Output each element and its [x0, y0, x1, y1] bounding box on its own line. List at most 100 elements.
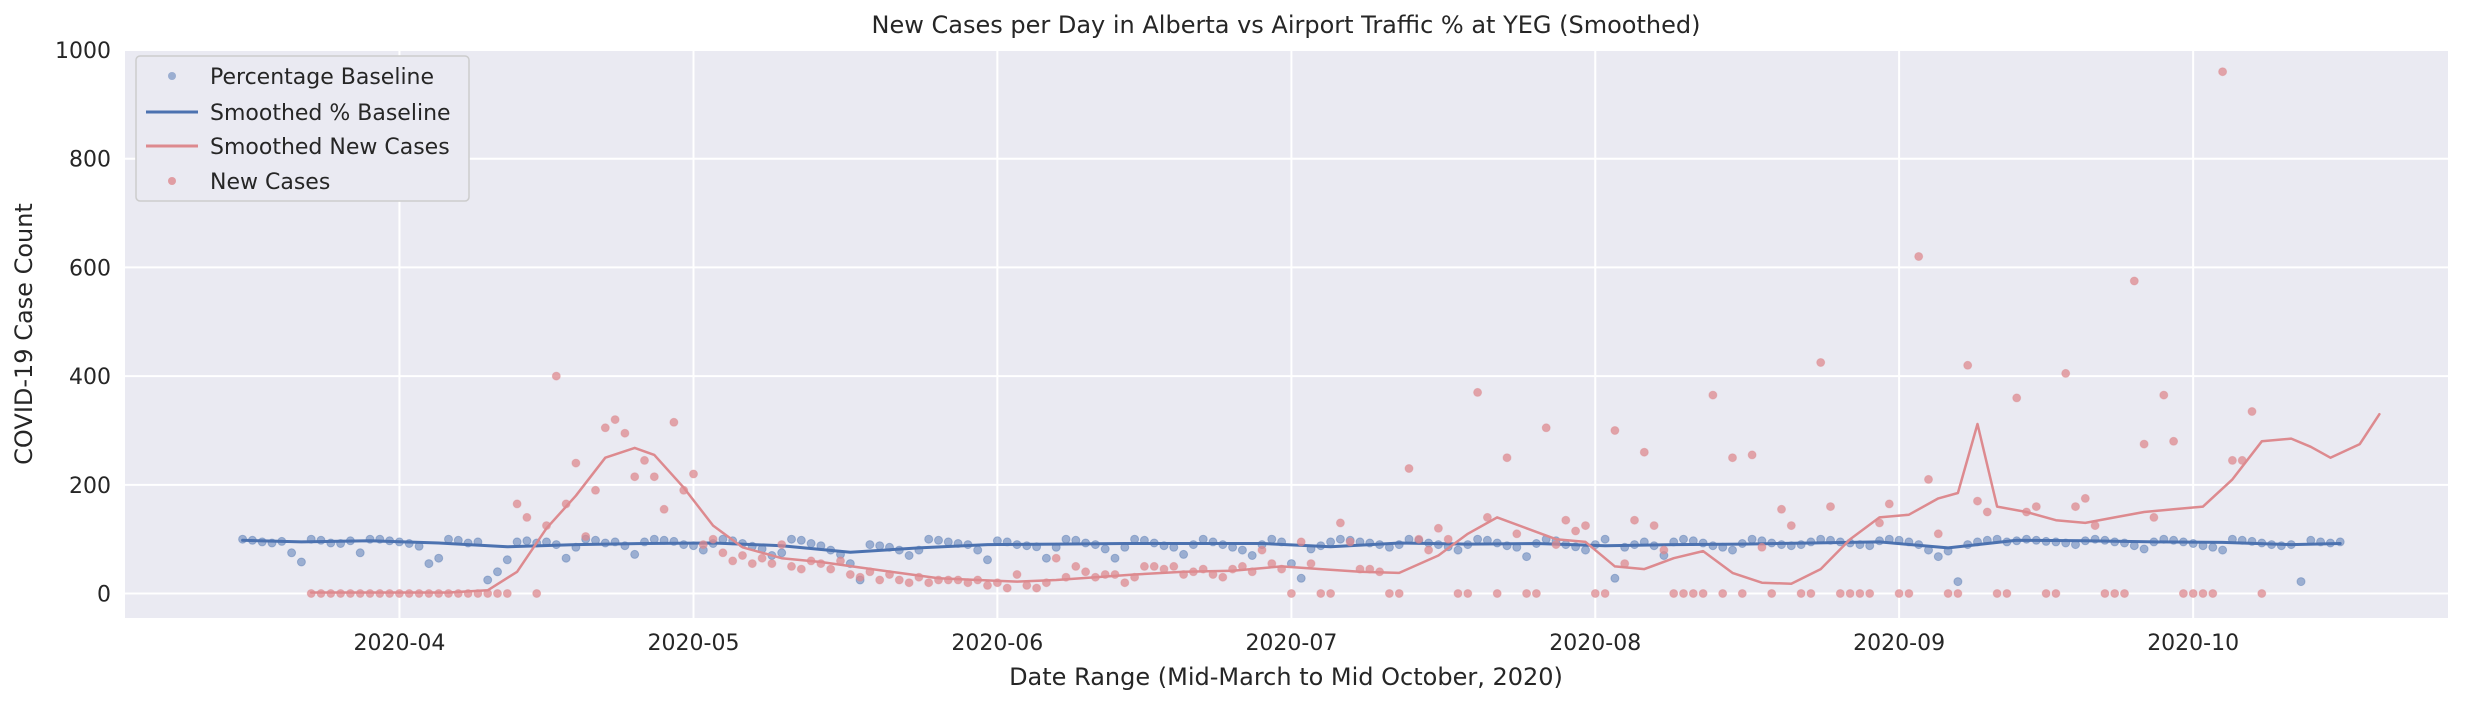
- data-point: [1463, 540, 1473, 550]
- data-point: [2276, 541, 2286, 551]
- data-point: [1316, 589, 1326, 598]
- data-point: [522, 536, 532, 546]
- data-point: [1296, 537, 1306, 547]
- data-point: [1041, 578, 1051, 588]
- data-point: [659, 535, 669, 545]
- data-point: [885, 570, 894, 579]
- data-point: [2071, 540, 2080, 550]
- data-point: [1757, 542, 1767, 552]
- series-points-new-cases: [306, 67, 2267, 598]
- data-point: [561, 499, 571, 509]
- data-point: [953, 575, 963, 585]
- grid: [125, 49, 2448, 618]
- data-point: [1335, 518, 1345, 528]
- data-point: [551, 371, 561, 381]
- data-point: [414, 541, 424, 551]
- data-point: [1198, 564, 1208, 574]
- data-point: [689, 469, 698, 479]
- data-point: [904, 578, 914, 588]
- data-point: [502, 555, 512, 565]
- data-point: [620, 541, 630, 551]
- data-point: [787, 534, 796, 544]
- data-point: [2257, 538, 2267, 548]
- data-point: [620, 428, 630, 438]
- data-point: [640, 537, 649, 547]
- data-point: [1777, 504, 1786, 514]
- data-point: [1081, 538, 1091, 548]
- data-point: [1875, 518, 1884, 528]
- data-point: [591, 485, 600, 495]
- data-point: [2002, 537, 2012, 547]
- data-point: [355, 548, 365, 558]
- data-point: [473, 537, 483, 547]
- data-point: [1267, 559, 1277, 569]
- legend-label-2: Smoothed New Cases: [210, 135, 450, 160]
- data-point: [1894, 589, 1904, 598]
- data-point: [2061, 538, 2071, 548]
- data-point: [1277, 537, 1287, 547]
- data-point: [1433, 540, 1443, 550]
- data-point: [738, 551, 747, 560]
- data-point: [708, 534, 718, 544]
- data-point: [1120, 542, 1130, 552]
- data-point: [1316, 541, 1326, 551]
- data-point: [1659, 545, 1669, 555]
- data-point: [1698, 589, 1708, 598]
- data-point: [2335, 537, 2345, 547]
- data-point: [2149, 512, 2159, 522]
- data-point: [992, 578, 1002, 588]
- data-point: [1502, 453, 1512, 463]
- data-point: [1826, 502, 1835, 512]
- data-point: [306, 589, 316, 598]
- data-point: [1277, 564, 1287, 574]
- data-point: [767, 559, 777, 569]
- legend-label-0: Percentage Baseline: [210, 65, 434, 90]
- data-point: [1571, 526, 1581, 536]
- data-point: [1463, 589, 1473, 598]
- data-point: [1708, 541, 1718, 551]
- legend-label-3: New Cases: [210, 170, 330, 195]
- tick-labels: 0 200 400 600 800 1000 2020-04 2020-05 2020-06 20…: [55, 39, 2239, 656]
- data-point: [1228, 564, 1238, 574]
- data-point: [963, 540, 973, 550]
- data-point: [1306, 544, 1316, 554]
- data-point: [1688, 589, 1698, 598]
- data-point: [1375, 540, 1385, 550]
- data-point: [1649, 541, 1659, 551]
- data-point: [414, 589, 424, 598]
- data-point: [394, 589, 404, 598]
- plot-background: [125, 50, 2448, 618]
- data-point: [1453, 589, 1463, 598]
- data-point: [512, 499, 522, 509]
- data-point: [1786, 541, 1796, 551]
- data-point: [581, 532, 591, 541]
- data-point: [1786, 521, 1796, 531]
- data-point: [1149, 538, 1159, 548]
- data-point: [326, 589, 336, 598]
- y-tick-label: 200: [69, 474, 111, 499]
- data-point: [1110, 570, 1120, 579]
- data-point: [2051, 537, 2061, 547]
- data-point: [865, 540, 875, 550]
- data-point: [287, 548, 297, 558]
- data-point: [296, 557, 306, 567]
- data-point: [1032, 542, 1042, 552]
- data-point: [983, 555, 992, 565]
- data-point: [1404, 464, 1414, 473]
- legend: Percentage Baseline Smoothed % Baseline …: [135, 55, 470, 202]
- data-point: [424, 559, 434, 569]
- data-point: [669, 417, 679, 427]
- data-point: [336, 539, 346, 548]
- data-point: [1247, 551, 1257, 560]
- data-point: [463, 538, 473, 548]
- data-point: [649, 534, 659, 544]
- data-point: [1698, 538, 1708, 548]
- data-point: [1159, 564, 1169, 574]
- data-point: [1914, 540, 1924, 550]
- data-point: [1257, 545, 1267, 555]
- data-point: [2061, 368, 2071, 378]
- data-point: [610, 537, 620, 547]
- data-point: [600, 538, 610, 548]
- data-point: [1482, 512, 1492, 522]
- data-point: [453, 535, 463, 545]
